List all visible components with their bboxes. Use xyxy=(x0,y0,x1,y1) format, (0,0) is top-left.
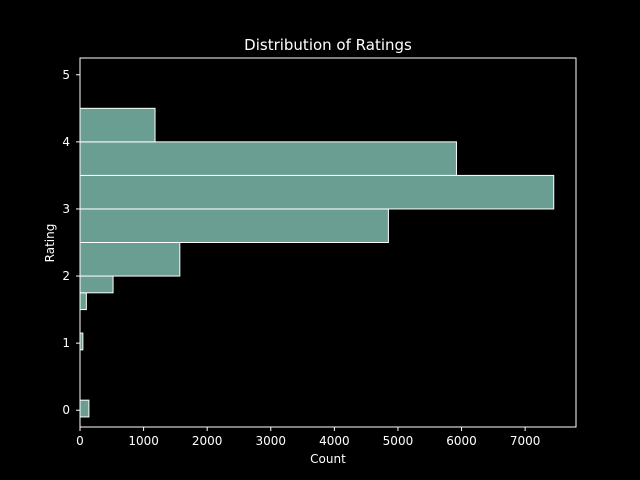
x-tick-label: 7000 xyxy=(510,434,541,448)
y-tick-label: 1 xyxy=(62,336,70,350)
histogram-bar xyxy=(79,208,389,243)
histogram-bar xyxy=(79,292,87,311)
y-tick-label: 5 xyxy=(62,68,70,82)
x-tick-label: 6000 xyxy=(446,434,477,448)
histogram-bar xyxy=(79,275,114,294)
chart-title: Distribution of Ratings xyxy=(244,36,412,54)
histogram-bar xyxy=(79,141,457,176)
y-tick-label: 0 xyxy=(62,403,70,417)
x-tick-label: 2000 xyxy=(192,434,223,448)
x-tick-label: 3000 xyxy=(255,434,286,448)
x-axis-label: Count xyxy=(310,452,346,466)
bars-group xyxy=(79,107,555,418)
histogram-bar xyxy=(79,107,156,143)
y-tick-label: 2 xyxy=(62,269,70,283)
y-axis-label: Rating xyxy=(43,224,57,263)
x-tick-label: 1000 xyxy=(128,434,159,448)
x-tick-label: 5000 xyxy=(383,434,414,448)
y-tick-label: 3 xyxy=(62,202,70,216)
histogram-bar xyxy=(79,174,555,210)
histogram-bar xyxy=(79,242,181,277)
histogram-bar xyxy=(79,399,90,418)
y-tick-label: 4 xyxy=(62,135,70,149)
x-tick-label: 0 xyxy=(76,434,84,448)
x-tick-label: 4000 xyxy=(319,434,350,448)
plot-frame xyxy=(79,57,577,428)
x-axis-ticks: 0 1000 2000 3000 4000 5000 6000 7000 xyxy=(76,427,540,448)
y-axis-ticks: 0 1 2 3 4 5 xyxy=(62,68,80,417)
